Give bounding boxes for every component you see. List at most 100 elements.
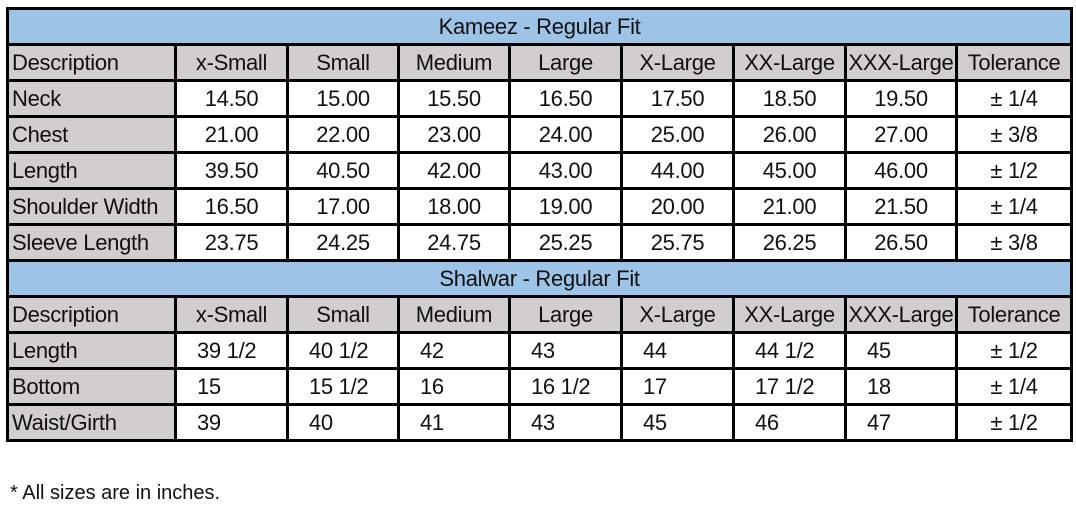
row-label: Shoulder Width — [6, 187, 177, 226]
section-title-row: Kameez - Regular Fit — [5, 7, 1074, 46]
header-row: Description x-Small Small Medium Large X-Larg… — [6, 43, 1074, 82]
tolerance-cell: ± 1/4 — [954, 187, 1074, 226]
measurement-cell: 24.75 — [397, 223, 511, 262]
table-row: Shoulder Width 16.50 17.00 18.00 19.00 20.00 2… — [6, 187, 1074, 226]
measurement-cell: 22.00 — [286, 115, 400, 154]
row-label: Sleeve Length — [6, 223, 177, 262]
column-header: XXX-Large — [844, 295, 958, 334]
measurement-cell: 17.50 — [620, 79, 735, 118]
tolerance-cell: ± 1/4 — [954, 79, 1074, 118]
measurement-cell: 23.75 — [174, 223, 289, 262]
size-chart-table: Kameez - Regular Fit Description x-Small Sm… — [5, 7, 1074, 442]
measurement-cell: 40.50 — [286, 151, 400, 190]
measurement-cell: 24.00 — [508, 115, 623, 154]
measurement-cell: 44.00 — [620, 151, 735, 190]
measurement-cell: 17 — [620, 367, 735, 406]
measurement-cell: 39 — [174, 403, 289, 442]
footnote: * All sizes are in inches. — [10, 482, 221, 504]
table-row: Bottom 15 15 1/2 16 16 1/2 17 17 1/2 18 ± 1/4 — [6, 367, 1074, 406]
measurement-cell: 25.00 — [620, 115, 735, 154]
column-header: X-Large — [620, 295, 735, 334]
measurement-cell: 16.50 — [174, 187, 289, 226]
measurement-cell: 41 — [397, 403, 511, 442]
table-row: Chest 21.00 22.00 23.00 24.00 25.00 26.00 27.00… — [6, 115, 1074, 154]
column-header: X-Large — [620, 43, 735, 82]
measurement-cell: 45 — [620, 403, 735, 442]
measurement-cell: 26.00 — [732, 115, 847, 154]
measurement-cell: 43 — [508, 403, 623, 442]
header-row: Description x-Small Small Medium Large X-Larg… — [6, 295, 1074, 334]
measurement-cell: 43.00 — [508, 151, 623, 190]
measurement-cell: 16 — [397, 367, 511, 406]
measurement-cell: 19.50 — [844, 79, 958, 118]
measurement-cell: 21.00 — [732, 187, 847, 226]
measurement-cell: 16 1/2 — [508, 367, 623, 406]
column-header: x-Small — [174, 43, 289, 82]
measurement-cell: 39.50 — [174, 151, 289, 190]
tolerance-cell: ± 3/8 — [954, 115, 1074, 154]
tolerance-cell: ± 1/4 — [954, 367, 1074, 406]
column-header: XX-Large — [732, 295, 847, 334]
measurement-cell: 40 — [286, 403, 400, 442]
measurement-cell: 25.75 — [620, 223, 735, 262]
measurement-cell: 46 — [732, 403, 847, 442]
measurement-cell: 15.00 — [286, 79, 400, 118]
measurement-cell: 44 1/2 — [732, 331, 847, 370]
measurement-cell: 40 1/2 — [286, 331, 400, 370]
measurement-cell: 46.00 — [844, 151, 958, 190]
section-title: Shalwar - Regular Fit — [5, 259, 1074, 298]
measurement-cell: 18.00 — [397, 187, 511, 226]
column-header: Large — [508, 295, 623, 334]
tolerance-cell: ± 3/8 — [954, 223, 1074, 262]
table-row: Length 39.50 40.50 42.00 43.00 44.00 45.00 46.0… — [6, 151, 1074, 190]
measurement-cell: 19.00 — [508, 187, 623, 226]
measurement-cell: 45.00 — [732, 151, 847, 190]
measurement-cell: 43 — [508, 331, 623, 370]
column-header: x-Small — [174, 295, 289, 334]
measurement-cell: 14.50 — [174, 79, 289, 118]
measurement-cell: 15.50 — [397, 79, 511, 118]
measurement-cell: 21.50 — [844, 187, 958, 226]
column-header: Small — [286, 43, 400, 82]
measurement-cell: 18 — [844, 367, 958, 406]
column-header: XX-Large — [732, 43, 847, 82]
column-header: Description — [6, 295, 177, 334]
column-header: Tolerance — [954, 295, 1074, 334]
measurement-cell: 15 1/2 — [286, 367, 400, 406]
row-label: Chest — [6, 115, 177, 154]
measurement-cell: 21.00 — [174, 115, 289, 154]
measurement-cell: 25.25 — [508, 223, 623, 262]
column-header: Tolerance — [954, 43, 1074, 82]
tolerance-cell: ± 1/2 — [954, 403, 1074, 442]
section-title: Kameez - Regular Fit — [5, 7, 1074, 46]
measurement-cell: 27.00 — [844, 115, 958, 154]
measurement-cell: 17.00 — [286, 187, 400, 226]
measurement-cell: 39 1/2 — [174, 331, 289, 370]
tolerance-cell: ± 1/2 — [954, 151, 1074, 190]
measurement-cell: 42.00 — [397, 151, 511, 190]
section-title-row: Shalwar - Regular Fit — [5, 259, 1074, 298]
measurement-cell: 23.00 — [397, 115, 511, 154]
measurement-cell: 16.50 — [508, 79, 623, 118]
column-header: XXX-Large — [844, 43, 958, 82]
measurement-cell: 45 — [844, 331, 958, 370]
measurement-cell: 20.00 — [620, 187, 735, 226]
measurement-cell: 15 — [174, 367, 289, 406]
table-row: Neck 14.50 15.00 15.50 16.50 17.50 18.50 19.50 ±… — [6, 79, 1074, 118]
measurement-cell: 42 — [397, 331, 511, 370]
measurement-cell: 17 1/2 — [732, 367, 847, 406]
measurement-cell: 44 — [620, 331, 735, 370]
table-row: Waist/Girth 39 40 41 43 45 46 47 ± 1/2 — [6, 403, 1074, 442]
table-row: Length 39 1/2 40 1/2 42 43 44 44 1/2 45 ± 1/2 — [6, 331, 1074, 370]
table-row: Sleeve Length 23.75 24.25 24.75 25.25 25.75 26… — [6, 223, 1074, 262]
row-label: Bottom — [6, 367, 177, 406]
measurement-cell: 47 — [844, 403, 958, 442]
tolerance-cell: ± 1/2 — [954, 331, 1074, 370]
measurement-cell: 26.25 — [732, 223, 847, 262]
row-label: Neck — [6, 79, 177, 118]
measurement-cell: 18.50 — [732, 79, 847, 118]
measurement-cell: 24.25 — [286, 223, 400, 262]
column-header: Large — [508, 43, 623, 82]
column-header: Description — [6, 43, 177, 82]
column-header: Small — [286, 295, 400, 334]
